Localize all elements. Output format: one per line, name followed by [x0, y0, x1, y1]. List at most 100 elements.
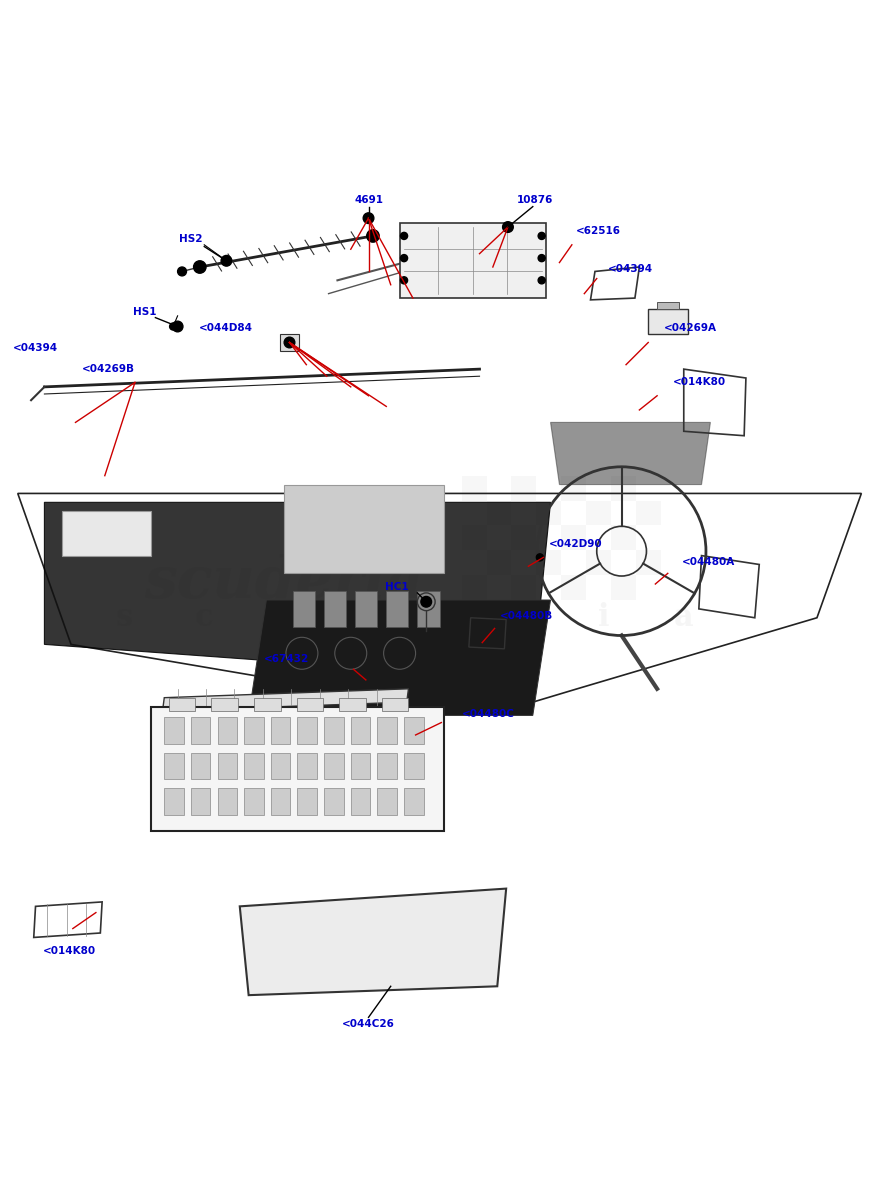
Bar: [586, 500, 611, 526]
Text: <04480A: <04480A: [682, 557, 735, 566]
Bar: [611, 575, 636, 600]
Text: <04480C: <04480C: [462, 709, 515, 719]
Text: <04269B: <04269B: [82, 364, 135, 374]
Text: <04394: <04394: [13, 343, 59, 353]
Bar: [487, 500, 511, 526]
Circle shape: [170, 323, 177, 330]
Bar: [377, 752, 397, 779]
Bar: [511, 526, 536, 551]
Circle shape: [400, 233, 408, 240]
Bar: [339, 697, 366, 710]
Circle shape: [400, 254, 408, 262]
Polygon shape: [551, 422, 710, 485]
Text: <014K80: <014K80: [673, 378, 726, 388]
Bar: [254, 697, 281, 710]
Text: r: r: [516, 602, 532, 634]
Bar: [218, 752, 237, 779]
Text: u: u: [274, 602, 295, 634]
Text: 4691: 4691: [354, 196, 383, 205]
Text: i: i: [599, 602, 609, 634]
Bar: [561, 475, 586, 500]
Polygon shape: [163, 689, 408, 710]
Circle shape: [503, 222, 513, 233]
Bar: [293, 592, 315, 626]
Circle shape: [538, 277, 545, 284]
Bar: [191, 718, 210, 744]
Bar: [636, 500, 661, 526]
Bar: [462, 475, 487, 500]
Bar: [324, 592, 346, 626]
Text: <044D84: <044D84: [199, 323, 253, 334]
Bar: [377, 718, 397, 744]
Bar: [324, 718, 344, 744]
FancyBboxPatch shape: [151, 707, 444, 830]
Bar: [297, 718, 317, 744]
Bar: [355, 592, 377, 626]
Bar: [191, 752, 210, 779]
Bar: [561, 526, 586, 551]
Text: d: d: [353, 602, 375, 634]
Bar: [417, 592, 440, 626]
Bar: [462, 526, 487, 551]
Circle shape: [221, 256, 232, 266]
Circle shape: [536, 554, 543, 560]
Bar: [657, 301, 679, 308]
Bar: [324, 752, 344, 779]
Bar: [271, 788, 290, 815]
Text: <62516: <62516: [575, 226, 621, 235]
Circle shape: [367, 229, 379, 242]
Bar: [211, 697, 238, 710]
Circle shape: [172, 322, 183, 332]
Bar: [62, 511, 151, 556]
Bar: [536, 551, 561, 575]
Text: <67432: <67432: [264, 654, 309, 664]
Bar: [377, 788, 397, 815]
Bar: [586, 551, 611, 575]
Bar: [561, 575, 586, 600]
Bar: [611, 526, 636, 551]
Bar: [271, 752, 290, 779]
Bar: [284, 485, 444, 574]
Bar: [404, 752, 424, 779]
Text: <04480B: <04480B: [500, 611, 553, 620]
Text: c: c: [195, 602, 213, 634]
Polygon shape: [240, 888, 506, 995]
Text: 10876: 10876: [518, 196, 553, 205]
Text: a: a: [674, 602, 694, 634]
Bar: [297, 697, 323, 710]
Bar: [271, 718, 290, 744]
Bar: [280, 334, 299, 352]
Text: <04394: <04394: [608, 264, 654, 274]
Circle shape: [194, 260, 206, 274]
Circle shape: [223, 257, 230, 264]
Circle shape: [400, 277, 408, 284]
Circle shape: [538, 254, 545, 262]
Bar: [511, 475, 536, 500]
Bar: [382, 697, 408, 710]
Circle shape: [424, 599, 429, 605]
Bar: [191, 788, 210, 815]
Text: HS1: HS1: [133, 307, 156, 317]
Bar: [611, 475, 636, 500]
Bar: [169, 697, 195, 710]
Bar: [218, 788, 237, 815]
Circle shape: [363, 212, 374, 223]
Circle shape: [286, 340, 291, 346]
Bar: [324, 788, 344, 815]
Bar: [244, 788, 264, 815]
Text: scuderia: scuderia: [145, 554, 424, 611]
Polygon shape: [249, 600, 551, 715]
Text: e: e: [434, 602, 454, 634]
Circle shape: [284, 337, 295, 348]
Polygon shape: [44, 503, 551, 680]
Bar: [351, 752, 370, 779]
Bar: [536, 500, 561, 526]
Text: HC1: HC1: [385, 582, 408, 592]
Bar: [487, 551, 511, 575]
Text: <014K80: <014K80: [43, 946, 96, 955]
Bar: [648, 308, 688, 334]
Bar: [511, 575, 536, 600]
Text: HS2: HS2: [179, 234, 202, 245]
Bar: [351, 718, 370, 744]
Bar: [351, 788, 370, 815]
